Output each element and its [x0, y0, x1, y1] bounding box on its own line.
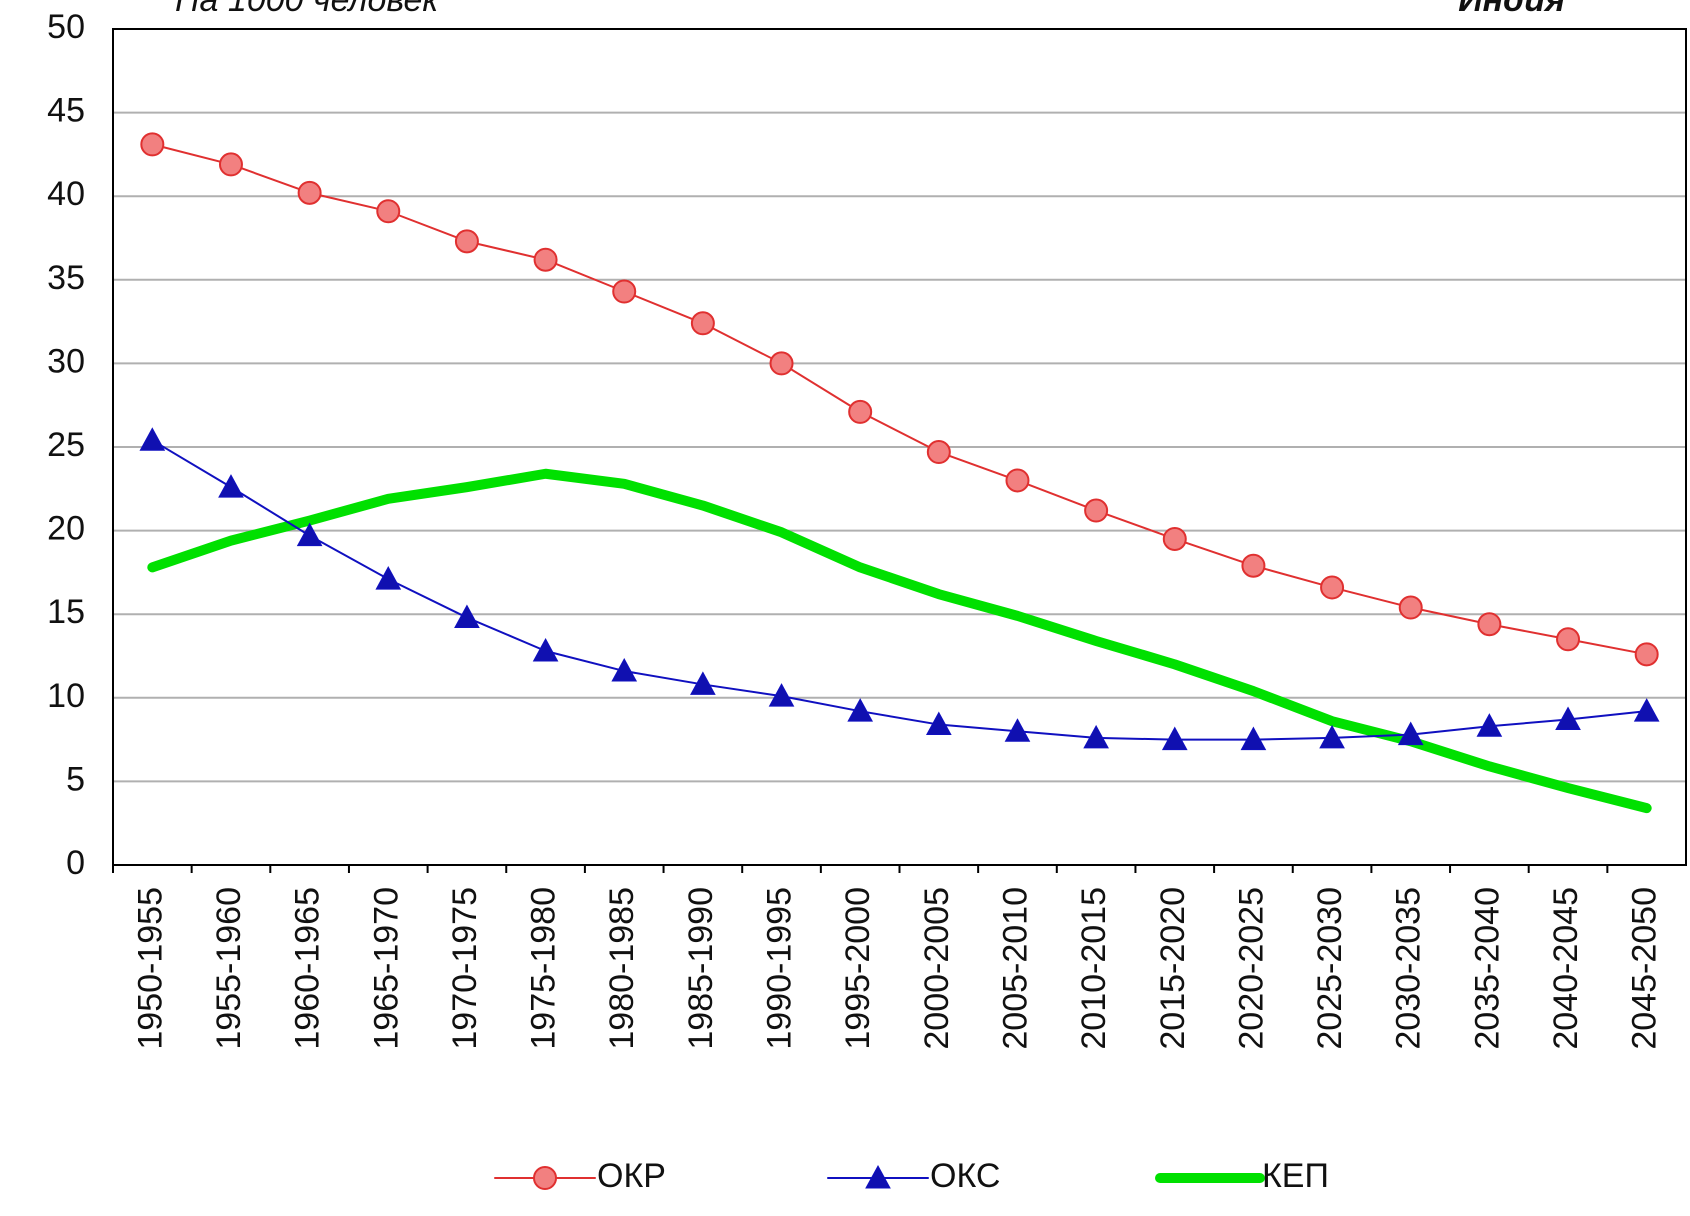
x-tick-label: 1955-1960: [210, 887, 248, 1050]
x-tick-label: 2010-2015: [1075, 887, 1113, 1050]
x-tick-label: 2025-2030: [1311, 887, 1349, 1050]
y-tick-label: 10: [47, 677, 85, 715]
chart-subtitle: На 1000 человек: [175, 0, 440, 19]
point: [1633, 698, 1660, 722]
x-tick-label: 1950-1955: [131, 887, 169, 1050]
y-tick-label: 40: [47, 175, 85, 213]
point: [925, 711, 952, 736]
legend-item: КЕП: [1155, 1157, 1329, 1195]
point: [1320, 575, 1345, 600]
point: [1556, 627, 1581, 652]
x-tick-label: 1975-1980: [525, 887, 563, 1050]
point: [769, 351, 794, 376]
x-tick-label: 1960-1965: [289, 887, 327, 1050]
point: [1319, 724, 1345, 749]
point: [533, 247, 558, 272]
y-tick-label: 25: [47, 426, 85, 464]
point: [768, 683, 795, 707]
point: [611, 658, 638, 682]
y-tick-label: 45: [47, 92, 85, 130]
point: [218, 474, 244, 498]
point: [218, 152, 243, 177]
point: [848, 399, 873, 424]
y-tick-label: 5: [66, 760, 85, 798]
y-tick-label: 35: [47, 259, 85, 297]
point: [1005, 468, 1030, 493]
point: [1634, 642, 1659, 667]
point: [690, 671, 716, 695]
series-line: [147, 468, 1652, 814]
point: [1161, 726, 1188, 751]
point: [296, 522, 323, 547]
x-tick-label: 2000-2005: [918, 887, 956, 1050]
legend-label: КЕП: [1262, 1157, 1329, 1195]
point: [297, 180, 322, 205]
point: [1084, 498, 1109, 523]
x-tick-label: 2030-2035: [1390, 887, 1428, 1050]
point: [926, 440, 951, 465]
x-tick-label: 1980-1985: [603, 887, 641, 1050]
x-tick-label: 1995-2000: [839, 887, 877, 1050]
x-tick-label: 2015-2020: [1154, 887, 1192, 1050]
point: [1083, 724, 1109, 749]
point: [375, 566, 402, 590]
x-tick-label: 2020-2025: [1232, 887, 1270, 1050]
point: [690, 311, 715, 336]
point: [140, 132, 165, 157]
point: [454, 604, 480, 629]
point: [1397, 721, 1424, 746]
series-line: [151, 439, 1648, 741]
point: [1398, 595, 1423, 620]
series-line: [151, 143, 1648, 656]
point: [1476, 713, 1503, 737]
point: [1477, 612, 1502, 637]
point: [454, 229, 479, 254]
point: [1162, 526, 1187, 551]
x-tick-label: 1990-1995: [761, 887, 799, 1050]
x-tick-label: 1970-1975: [446, 887, 484, 1050]
y-tick-label: 50: [47, 8, 85, 46]
point: [376, 199, 401, 224]
y-tick-label: 30: [47, 342, 85, 380]
x-tick-label: 2045-2050: [1626, 887, 1664, 1050]
x-tick-label: 2040-2045: [1547, 887, 1585, 1050]
x-tick-label: 2005-2010: [996, 887, 1034, 1050]
x-tick-label: 1965-1970: [367, 887, 405, 1050]
point: [612, 279, 637, 304]
legend-marker: [533, 1166, 557, 1190]
point: [1004, 718, 1031, 742]
y-tick-label: 20: [47, 510, 85, 548]
legend-item: ОКС: [827, 1157, 1000, 1195]
point: [1240, 726, 1267, 751]
x-tick-label: 1985-1990: [682, 887, 720, 1050]
y-tick-label: 0: [66, 844, 85, 882]
point: [1555, 706, 1581, 731]
x-tick-label: 2035-2040: [1468, 887, 1506, 1050]
chart-title: Индия: [1458, 0, 1565, 19]
point: [532, 637, 559, 662]
legend-label: ОКР: [597, 1157, 666, 1195]
legend-label: ОКС: [930, 1157, 1000, 1195]
point: [139, 427, 166, 451]
legend-marker: [865, 1164, 891, 1189]
y-tick-label: 15: [47, 593, 85, 631]
point: [1241, 553, 1266, 578]
legend-item: ОКР: [494, 1157, 666, 1195]
point: [847, 698, 874, 722]
